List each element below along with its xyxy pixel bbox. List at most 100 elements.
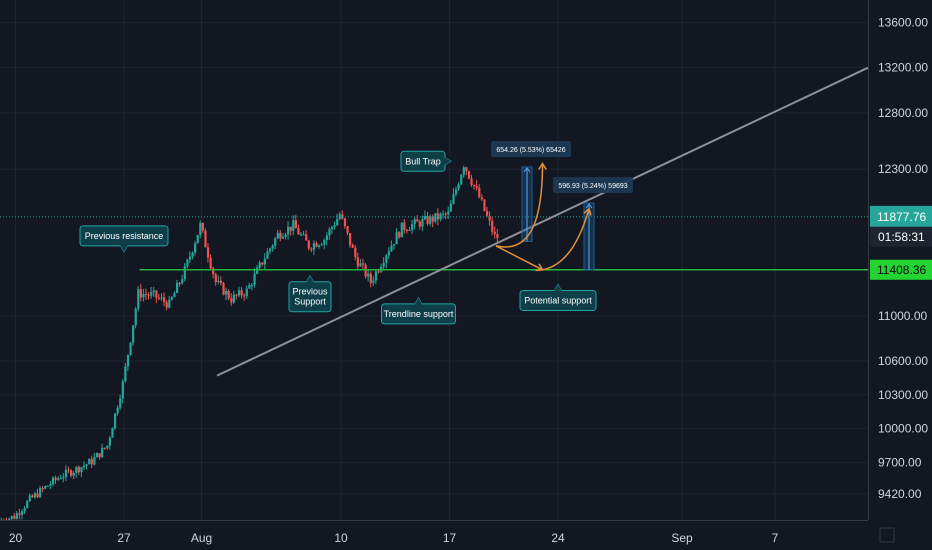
candle [150, 287, 153, 299]
x-tick-label: 24 [551, 531, 565, 545]
candle [325, 232, 328, 246]
measure-text: 654.26 (5.53%) 65426 [496, 147, 565, 154]
time-axis[interactable] [0, 520, 932, 550]
candle [460, 173, 463, 186]
candle [46, 485, 49, 487]
y-tick-label: 10300.00 [878, 388, 928, 402]
candle [155, 290, 158, 304]
callout[interactable]: Bull Trap [400, 150, 453, 172]
candle [426, 211, 429, 226]
candle [307, 239, 310, 251]
callout-text: Previous resistance [85, 231, 164, 241]
y-tick-label: 12300.00 [878, 162, 928, 176]
candle [274, 237, 277, 250]
callout-text: Trendline support [384, 309, 454, 319]
callout[interactable]: Previous Support [288, 274, 332, 313]
candle [214, 272, 217, 286]
candle [346, 225, 349, 236]
candle [320, 242, 323, 246]
candle [258, 260, 261, 270]
candle [315, 241, 318, 248]
candle [354, 245, 357, 261]
x-tick-label: 7 [772, 531, 779, 545]
axis-settings-icon[interactable] [879, 527, 895, 543]
countdown-value: 01:58:31 [878, 230, 925, 244]
candle [281, 233, 285, 240]
candle [299, 232, 303, 237]
candle [442, 210, 445, 219]
candle [284, 232, 287, 240]
candle [287, 221, 290, 240]
candle [369, 271, 372, 288]
candle [129, 342, 132, 356]
candle [310, 247, 313, 253]
candle [465, 166, 468, 176]
x-tick-label: Aug [191, 531, 212, 545]
candle [261, 262, 264, 267]
callout[interactable]: Trendline support [381, 296, 456, 325]
projection-arrow[interactable] [542, 207, 592, 271]
candle [186, 258, 189, 269]
candle [263, 253, 266, 270]
candle [82, 461, 86, 471]
price-range-measure[interactable]: 654.26 (5.53%) 65426 [491, 140, 571, 242]
candle [444, 211, 447, 220]
candle [395, 228, 398, 245]
candle [457, 182, 460, 191]
candle [328, 226, 331, 240]
candle [93, 452, 96, 466]
candle [413, 217, 416, 230]
callout[interactable]: Potential support [519, 283, 597, 311]
candle [302, 230, 305, 236]
candle [181, 274, 184, 285]
y-tick-label: 13600.00 [878, 16, 928, 30]
candle [429, 214, 432, 227]
candle [271, 244, 274, 252]
candle [132, 325, 135, 346]
candle [64, 465, 68, 482]
candle [201, 222, 204, 234]
candle [266, 248, 269, 260]
candle [212, 266, 215, 279]
candle [163, 292, 166, 307]
candle [245, 285, 248, 300]
candle [240, 287, 243, 299]
y-tick-label: 9420.00 [878, 487, 922, 501]
candle [387, 247, 390, 260]
candle [289, 226, 292, 236]
candle [80, 466, 83, 478]
candle [405, 228, 409, 234]
candle [15, 510, 18, 520]
candle [39, 485, 42, 499]
callout[interactable]: Previous resistance [79, 225, 169, 253]
candle [77, 465, 80, 476]
candle [95, 452, 99, 458]
candle [488, 211, 491, 226]
candle [276, 229, 279, 239]
candle [13, 512, 16, 520]
candle [67, 466, 70, 474]
candle [85, 463, 88, 470]
candle [493, 226, 496, 239]
candle [382, 257, 385, 271]
candle [454, 186, 458, 197]
candle [305, 230, 308, 241]
candle [470, 174, 473, 188]
candle [351, 243, 354, 248]
candle [222, 281, 225, 296]
candle [70, 468, 73, 478]
x-tick-label: 10 [334, 531, 348, 545]
trendline[interactable] [216, 66, 869, 377]
candle [318, 244, 321, 249]
candle [144, 288, 148, 300]
candle [196, 234, 199, 244]
candle [106, 445, 109, 451]
price-range-measure[interactable]: 596.93 (5.24%) 59693 [553, 177, 633, 271]
candle [20, 509, 24, 520]
candle [297, 224, 300, 235]
current-price-badge: 11877.76 [870, 205, 932, 227]
projection-arrow[interactable] [495, 162, 547, 248]
candle [44, 485, 47, 490]
